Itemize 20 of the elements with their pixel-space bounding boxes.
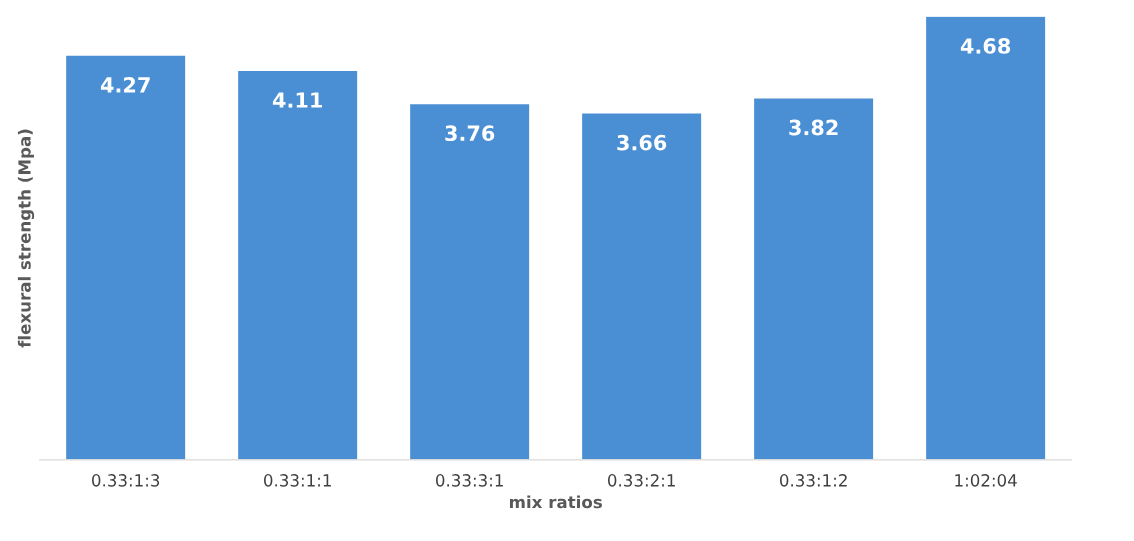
bar [236, 69, 359, 460]
data-label: 3.66 [617, 134, 667, 151]
data-label: 4.27 [100, 76, 150, 93]
y-axis-title: flexural strength (Mpa) [17, 129, 35, 348]
x-tick-label: 0.33:2:1 [607, 474, 675, 487]
x-tick-label: 0.33:1:1 [264, 474, 331, 487]
data-label: 4.68 [960, 38, 1011, 54]
bar [580, 112, 703, 460]
bar [408, 102, 531, 460]
bar [752, 97, 875, 460]
x-axis-title: mix ratios [509, 495, 602, 509]
data-label: 4.11 [272, 92, 322, 108]
x-tick-label: 1:02:04 [955, 474, 1017, 487]
bar [924, 16, 1047, 460]
x-tick-label: 0.33:1:2 [779, 474, 847, 487]
data-label: 3.76 [445, 125, 495, 142]
bar [64, 54, 187, 460]
x-tick-label: 0.33:3:1 [435, 474, 503, 487]
x-tick-label: 0.33:1:3 [92, 474, 160, 487]
data-label: 3.82 [789, 119, 838, 136]
